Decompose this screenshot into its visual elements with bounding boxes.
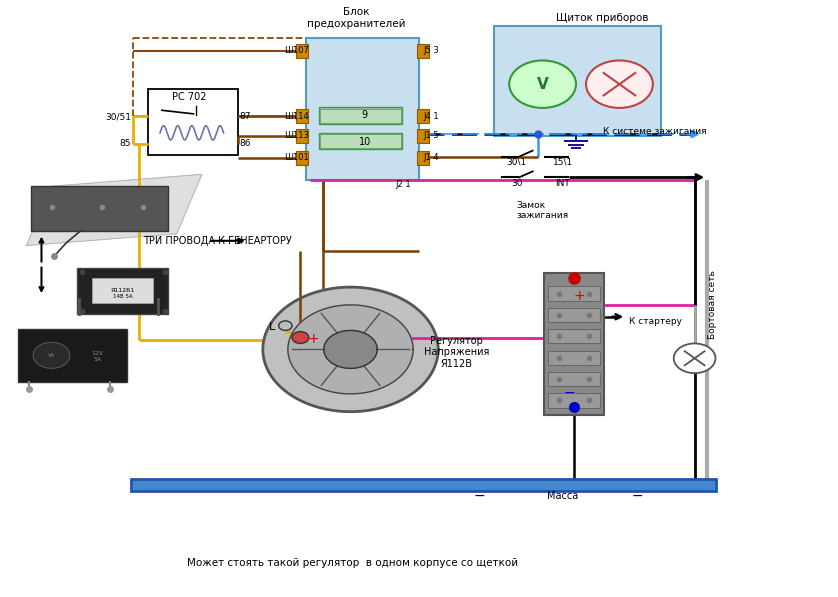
Text: 5A: 5A — [93, 357, 101, 362]
Bar — [76, 267, 168, 314]
Text: Блок
предохранителей: Блок предохранителей — [307, 7, 406, 29]
Text: −: − — [473, 489, 485, 503]
Text: −: − — [632, 489, 644, 503]
Bar — [296, 44, 308, 58]
Text: 14В 5А: 14В 5А — [112, 294, 132, 299]
Text: Ш114: Ш114 — [284, 112, 308, 121]
Text: VA: VA — [48, 353, 55, 358]
Text: Ј1 4: Ј1 4 — [423, 153, 439, 162]
Text: Ј4 1: Ј4 1 — [423, 112, 439, 121]
Bar — [320, 134, 401, 148]
Bar — [545, 273, 604, 415]
Text: 12V: 12V — [91, 351, 104, 356]
Circle shape — [279, 321, 292, 330]
Text: Ш101: Ш101 — [284, 153, 308, 162]
Bar — [306, 38, 419, 180]
Text: −: − — [563, 386, 575, 400]
Bar — [417, 109, 429, 124]
Bar — [18, 328, 127, 382]
Text: 30\1: 30\1 — [507, 158, 527, 167]
Bar — [147, 89, 238, 155]
Text: 15\1: 15\1 — [552, 158, 573, 167]
Bar — [548, 372, 600, 386]
Text: Ј5 3: Ј5 3 — [423, 47, 439, 56]
Bar — [296, 129, 308, 143]
Text: Регулятор
Напряжения
Я112В: Регулятор Напряжения Я112В — [424, 336, 489, 369]
Circle shape — [674, 343, 716, 373]
Bar — [417, 44, 429, 58]
Text: Масса: Масса — [547, 491, 578, 501]
Bar — [31, 186, 168, 230]
Text: К системе зажигания: К системе зажигания — [603, 127, 706, 136]
Text: 86: 86 — [240, 139, 251, 148]
Bar — [318, 107, 402, 124]
Text: +: + — [573, 289, 585, 303]
Bar — [548, 393, 600, 408]
Bar — [296, 150, 308, 165]
Text: 85: 85 — [119, 139, 131, 148]
Bar — [548, 308, 600, 322]
Bar — [548, 287, 600, 301]
Text: Бортовая сеть: Бортовая сеть — [708, 270, 717, 339]
Bar — [296, 109, 308, 124]
Polygon shape — [27, 174, 202, 245]
Text: Ј2 1: Ј2 1 — [396, 180, 411, 189]
Text: Ш113: Ш113 — [284, 131, 308, 140]
Bar — [417, 150, 429, 165]
Text: К стартеру: К стартеру — [629, 317, 682, 326]
Text: +: + — [307, 333, 318, 346]
Text: Я112Б1: Я112Б1 — [111, 288, 135, 293]
Circle shape — [510, 60, 576, 108]
Text: ТРИ ПРОВОДА К ГЕНЕАРТОРУ: ТРИ ПРОВОДА К ГЕНЕАРТОРУ — [143, 236, 292, 246]
Text: 9: 9 — [362, 110, 368, 120]
Circle shape — [34, 342, 70, 368]
Text: 30: 30 — [511, 179, 522, 187]
Text: 30/51: 30/51 — [105, 112, 131, 121]
Bar — [131, 479, 716, 491]
Bar — [320, 109, 401, 123]
Bar — [417, 129, 429, 143]
Text: L: L — [269, 322, 276, 332]
Bar — [548, 329, 600, 343]
Bar — [91, 278, 153, 303]
Text: 10: 10 — [359, 137, 371, 147]
Circle shape — [586, 60, 653, 108]
Bar — [494, 26, 661, 136]
Text: Ј1 5: Ј1 5 — [423, 131, 439, 140]
Bar — [548, 350, 600, 365]
Circle shape — [292, 331, 308, 343]
Polygon shape — [288, 305, 413, 394]
Text: Щиток приборов: Щиток приборов — [556, 13, 649, 23]
Bar — [318, 133, 402, 149]
Text: Ш107: Ш107 — [284, 47, 308, 56]
Text: V: V — [536, 76, 549, 92]
Text: РС 702: РС 702 — [172, 92, 206, 102]
Text: Может стоять такой регулятор  в одном корпусе со щеткой: Может стоять такой регулятор в одном кор… — [187, 558, 518, 568]
Text: INT: INT — [556, 179, 570, 187]
Text: 87: 87 — [240, 112, 251, 121]
Text: Замок
зажигания: Замок зажигания — [517, 201, 569, 220]
Polygon shape — [323, 330, 377, 368]
Polygon shape — [263, 287, 438, 412]
